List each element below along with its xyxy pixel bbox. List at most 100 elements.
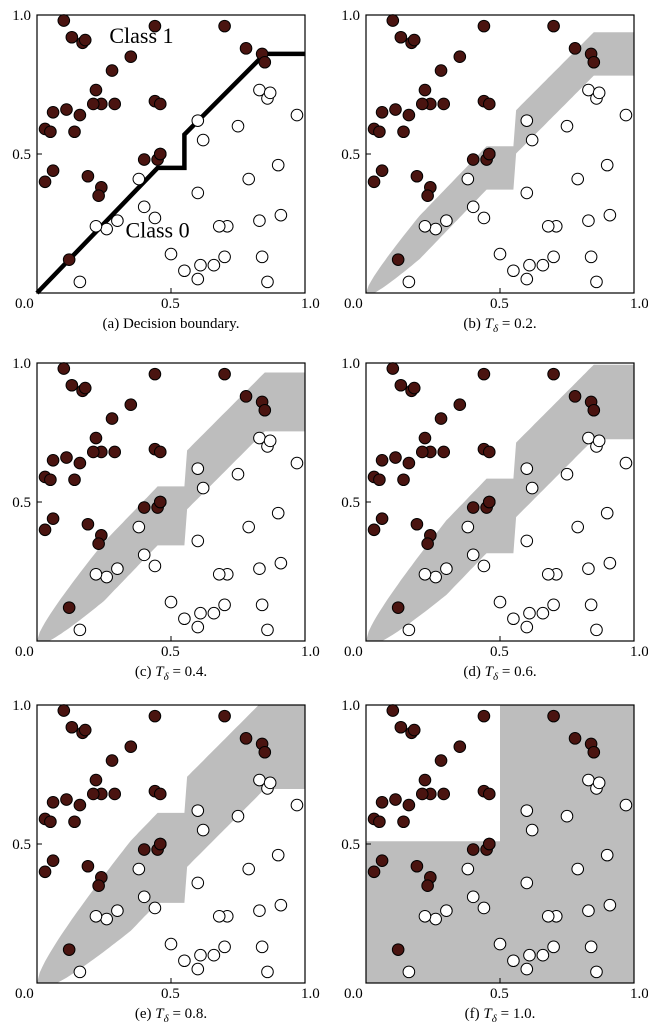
class0-point — [218, 250, 231, 264]
class0-point — [461, 520, 475, 534]
class1-point — [391, 601, 405, 614]
x-tick-label: 1.0 — [301, 296, 320, 312]
class1-point — [78, 33, 92, 47]
class1-point — [453, 50, 467, 64]
class1-point — [62, 943, 76, 956]
class0-point — [191, 804, 205, 817]
class1-point — [482, 445, 496, 459]
class0-point — [547, 598, 560, 612]
class1-point — [46, 854, 60, 867]
y-tick-label: 1.0 — [12, 356, 31, 372]
class1-point — [407, 723, 421, 737]
class0-point — [520, 962, 534, 976]
class1-point — [437, 445, 451, 459]
class1-point — [397, 815, 410, 829]
class0-point — [207, 948, 221, 962]
class1-point — [86, 97, 100, 111]
class0-point — [191, 114, 205, 127]
class1-point — [389, 451, 402, 464]
class0-point — [619, 798, 633, 812]
class1-annotation: Class 1 — [109, 23, 173, 48]
class0-point — [418, 909, 432, 923]
class1-point — [92, 879, 105, 893]
class0-point — [590, 623, 603, 637]
y-tick-label: 0.5 — [12, 495, 31, 511]
class1-point — [482, 787, 496, 801]
class1-point — [137, 153, 151, 166]
class1-point — [421, 189, 434, 202]
class0-annotation: Class 0 — [125, 217, 189, 242]
class0-point — [132, 520, 146, 534]
class0-point — [255, 598, 269, 612]
x-tick-label: 0.5 — [490, 986, 509, 1002]
panel-a: 0.0 0.5 1.0 0.5 1.0 Class 1 Class 0 (a) Decisio… — [12, 8, 320, 332]
class0-point — [493, 247, 507, 261]
class1-point — [547, 19, 560, 33]
panel-caption: (d) Tδ = 0.6. — [463, 664, 536, 683]
x-tick-label: 0.5 — [161, 644, 180, 660]
class1-point — [124, 398, 138, 412]
class0-point — [560, 467, 574, 481]
class1-point — [394, 720, 408, 734]
class0-point — [111, 562, 124, 576]
class0-point — [178, 612, 191, 626]
class1-point — [415, 787, 429, 801]
class1-point — [373, 815, 386, 829]
class0-point — [196, 823, 210, 837]
class1-point — [397, 125, 410, 139]
class1-point — [367, 865, 381, 879]
class0-point — [137, 200, 151, 214]
class1-point — [68, 125, 81, 139]
class1-point — [434, 64, 448, 77]
class0-point — [523, 948, 536, 962]
class0-point — [253, 562, 266, 576]
decision-boundary-line — [35, 51, 305, 295]
class1-point — [477, 709, 491, 723]
class0-point — [89, 567, 103, 581]
class1-point — [105, 754, 119, 767]
class1-point — [105, 64, 119, 77]
class1-point — [547, 709, 560, 723]
class0-point — [507, 612, 520, 626]
class0-point — [253, 904, 266, 918]
y-tick-label: 0.5 — [12, 147, 31, 163]
class0-point — [207, 258, 221, 272]
class0-point — [541, 909, 555, 923]
class0-point — [137, 548, 151, 562]
class1-point — [386, 704, 400, 717]
class1-point — [410, 169, 424, 183]
class0-point — [191, 534, 205, 548]
class1-point — [44, 815, 57, 829]
x-tick-label: 0.0 — [15, 296, 34, 312]
class1-point — [415, 97, 429, 111]
y-tick-label: 0.5 — [341, 837, 360, 853]
class1-point — [418, 773, 432, 787]
class0-point — [261, 275, 274, 289]
class0-point — [212, 909, 226, 923]
class0-point — [271, 158, 285, 172]
class1-point — [466, 153, 480, 166]
class0-point — [520, 620, 534, 634]
class1-point — [482, 147, 496, 161]
class1-point — [394, 378, 408, 392]
class0-point — [429, 912, 442, 926]
class1-point — [60, 451, 73, 464]
class0-point — [263, 434, 277, 448]
class1-point — [568, 390, 582, 403]
class1-point — [239, 42, 253, 55]
class1-point — [62, 601, 76, 614]
class1-point — [421, 879, 434, 893]
class1-point — [410, 517, 424, 531]
class0-point — [523, 606, 536, 620]
class1-point — [68, 473, 81, 487]
class1-point — [65, 378, 79, 392]
class1-point — [407, 381, 421, 395]
class1-point — [86, 445, 100, 459]
panel-caption: (b) Tδ = 0.2. — [463, 316, 536, 335]
class1-point — [57, 362, 71, 375]
class1-point — [46, 454, 60, 467]
class1-point — [153, 97, 167, 111]
class1-point — [65, 30, 79, 44]
class0-point — [461, 172, 475, 186]
class0-point — [429, 570, 442, 584]
